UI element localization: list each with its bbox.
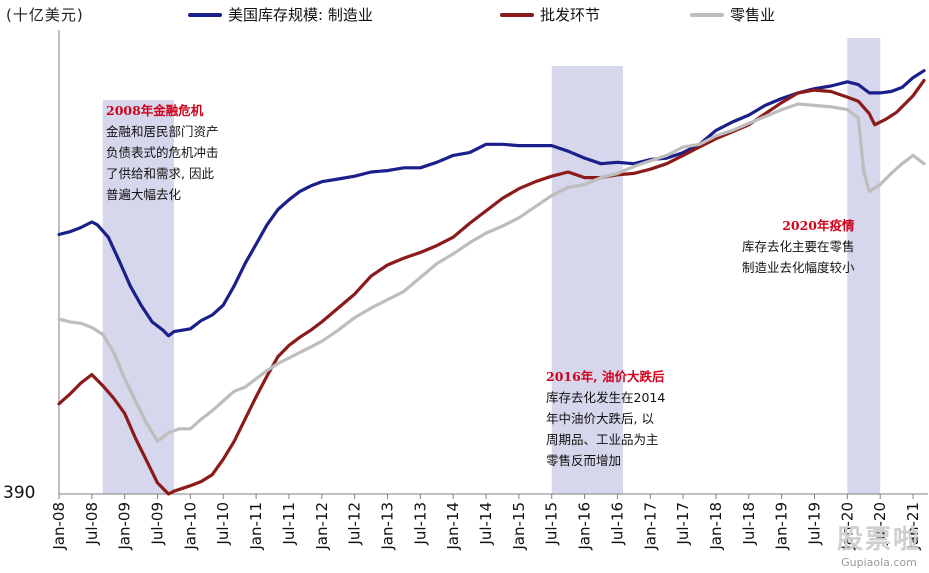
annotation-2008-crisis: 2008年金融危机 金融和居民部门资产 负债表式的危机冲击 了供给和需求, 因此…	[106, 100, 219, 205]
series-line-manufacturing	[57, 69, 926, 338]
annotation-line: 库存去化发生在2014	[546, 390, 666, 405]
x-tick-label: Jan-14	[444, 502, 462, 551]
annotation-line: 金融和居民部门资产	[106, 124, 219, 139]
x-tick-label: Jan-12	[313, 502, 331, 551]
annotation-line: 负债表式的危机冲击	[106, 145, 219, 160]
x-tick-label: Jan-19	[773, 502, 791, 551]
annotation-line: 零售反而增加	[546, 453, 622, 468]
watermark-logo: 股票啦 Gupiaola.com	[837, 519, 921, 569]
legend-label-retail: 零售业	[730, 6, 776, 24]
y-axis-min-label: 390	[3, 483, 36, 503]
x-tick-label: Jul-15	[543, 502, 561, 546]
x-tick-label: Jul-11	[280, 502, 298, 546]
x-tick-label: Jul-16	[608, 502, 626, 546]
legend-item-manufacturing: 美国库存规模: 制造业	[188, 4, 373, 25]
watermark-logo-text: 股票啦	[836, 525, 921, 555]
shaded-period-1	[551, 66, 623, 494]
x-tick-label: Jan-20	[838, 502, 856, 551]
x-tick-label: Jul-17	[674, 502, 692, 546]
legend-item-retail: 零售业	[690, 4, 775, 25]
annotation-line: 制造业去化幅度较小	[742, 260, 855, 275]
annotation-title: 2008年金融危机	[106, 103, 204, 118]
x-tick-label: Jul-09	[149, 502, 167, 546]
annotation-line: 年中油价大跌后, 以	[546, 411, 654, 426]
annotation-2016-oil: 2016年, 油价大跌后 库存去化发生在2014 年中油价大跌后, 以 周期品、…	[546, 366, 665, 471]
x-tick-label: Jan-09	[116, 502, 134, 551]
annotation-2020-covid: 2020年疫情 库存去化主要在零售 制造业去化幅度较小	[742, 215, 855, 278]
x-tick-label: Jul-18	[740, 502, 758, 546]
annotation-line: 周期品、工业品为主	[546, 432, 659, 447]
shaded-periods	[102, 38, 881, 494]
unit-label: (十亿美元)	[6, 6, 84, 24]
legend-swatch-retail	[690, 12, 724, 17]
x-tick-label: Jan-10	[181, 502, 199, 551]
series-line-wholesale	[57, 78, 926, 496]
series-lines	[57, 69, 926, 496]
x-tick-label: Jan-08	[50, 502, 68, 551]
x-tick-label: Jan-16	[576, 502, 594, 551]
legend-swatch-manufacturing	[188, 12, 222, 17]
shaded-period-0	[102, 100, 174, 494]
annotation-title: 2020年疫情	[782, 218, 855, 233]
legend-item-wholesale: 批发环节	[500, 4, 600, 25]
x-tick-label: Jul-20	[871, 502, 889, 546]
series-line-retail	[57, 102, 926, 443]
annotation-title: 2016年, 油价大跌后	[546, 369, 665, 384]
chart-axes	[58, 30, 928, 495]
legend-label-wholesale: 批发环节	[540, 6, 601, 24]
x-tick-label: Jan-13	[378, 502, 396, 551]
x-tick-label: Jan-11	[247, 502, 265, 551]
x-tick-label: Jan-18	[707, 502, 725, 551]
x-tick-label: Jan-15	[510, 502, 528, 551]
x-tick-label: Jul-08	[83, 502, 101, 546]
watermark-site: Gupiaola.com	[841, 556, 917, 569]
legend-swatch-wholesale	[500, 12, 534, 17]
x-tick-label: Jul-13	[411, 502, 429, 546]
annotation-line: 了供给和需求, 因此	[106, 166, 214, 181]
x-tick-label: Jul-12	[346, 502, 364, 546]
x-tick-label: Jan-21	[904, 502, 922, 551]
x-tick-label: Jul-19	[806, 502, 824, 546]
x-tick-label: Jul-14	[477, 502, 495, 546]
annotation-line: 库存去化主要在零售	[742, 239, 855, 254]
x-tick-label: Jul-10	[214, 502, 232, 546]
annotation-line: 普遍大幅去化	[106, 187, 182, 202]
x-tick-labels: Jan-08 Jul-08 Jan-09 Jul-09 Jan-10 Jul-10 Jan-…	[50, 494, 922, 551]
legend-label-manufacturing: 美国库存规模: 制造业	[228, 6, 373, 24]
x-tick-label: Jan-17	[641, 502, 659, 551]
